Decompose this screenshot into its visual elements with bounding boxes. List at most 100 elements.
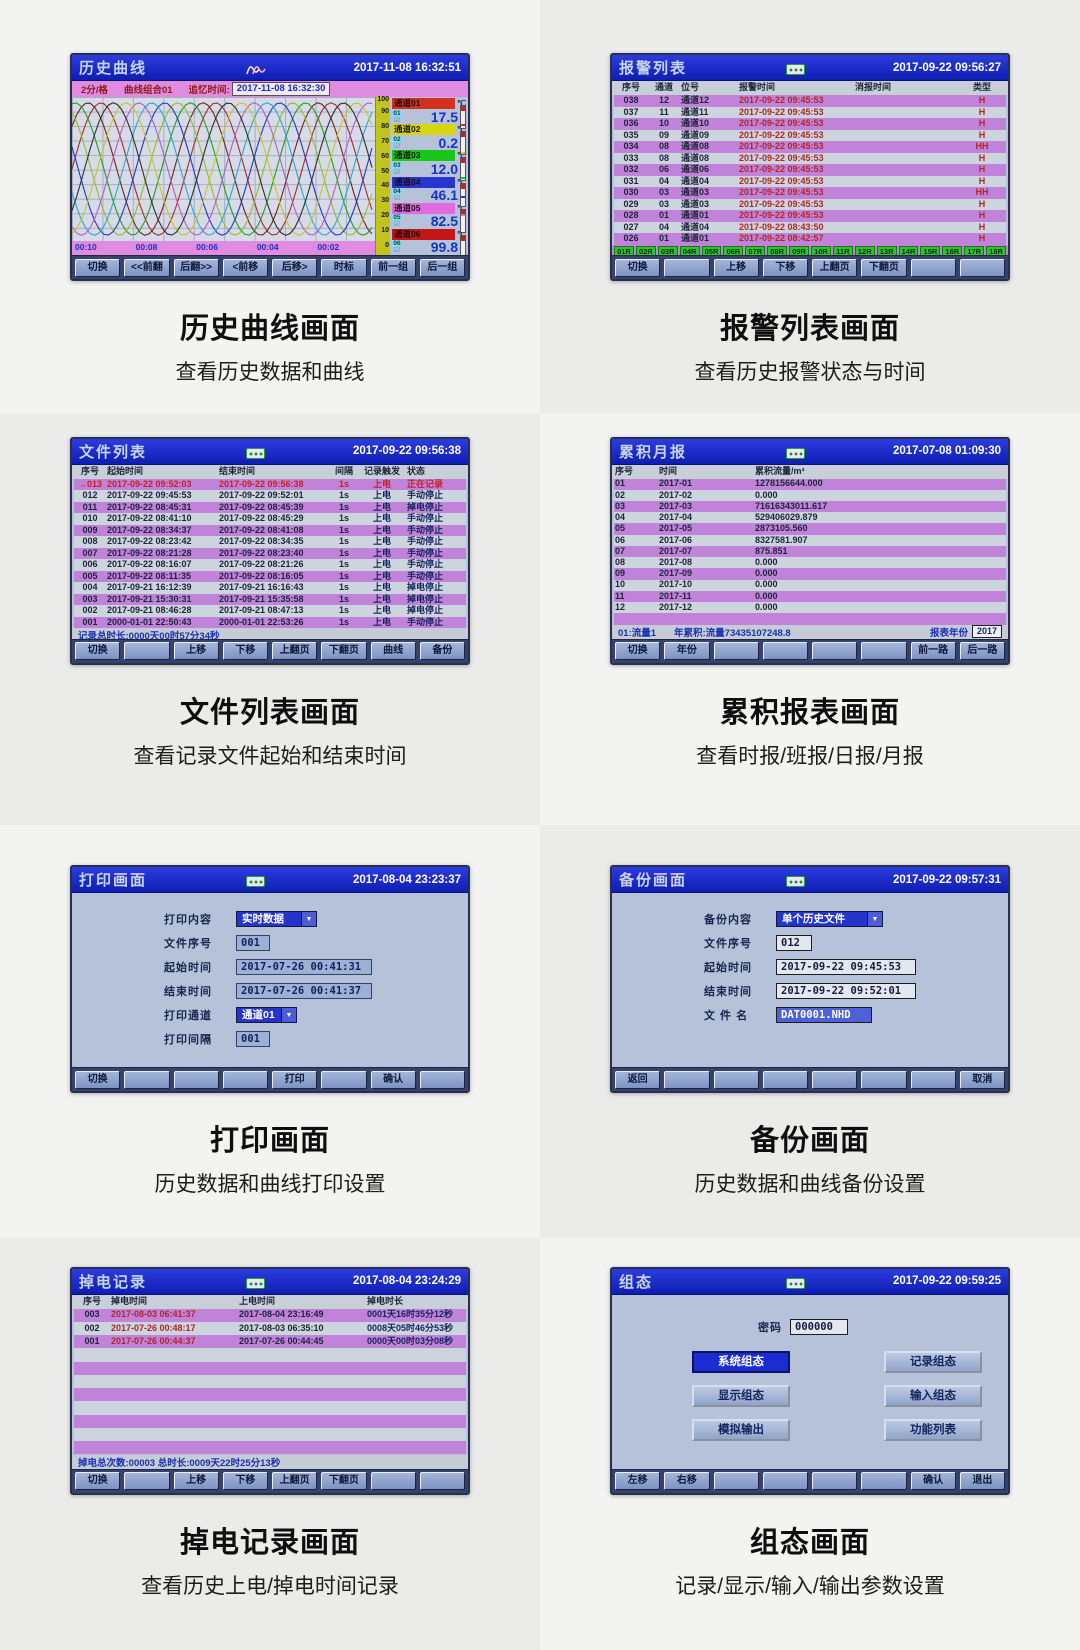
config-menu-button[interactable]: 功能列表 <box>884 1418 982 1441</box>
table-cell: 007 <box>82 547 98 558</box>
table-cell: 1s <box>338 513 349 524</box>
softkey-button[interactable]: 退出 <box>959 1472 1005 1490</box>
column-header: 间隔 <box>334 465 353 476</box>
table-cell: 2017-08-04 23:16:49 <box>239 1309 324 1320</box>
softkey-empty <box>861 1472 907 1490</box>
screen-titlebar: 报警列表 2017-09-22 09:56:27 <box>612 55 1008 81</box>
config-menu-button[interactable]: 模拟输出 <box>692 1418 790 1441</box>
softkey-button[interactable]: 下翻页 <box>321 642 367 660</box>
form-row: 打印间隔 001 <box>164 1030 468 1047</box>
softkey-button[interactable]: <前移 <box>222 258 268 277</box>
channel-readout: 通道04 ℃ 04 ☑ 46.1 <box>392 176 466 208</box>
field-input[interactable]: 001 <box>236 934 270 951</box>
softkey-button[interactable]: 返回 <box>615 1070 661 1089</box>
field-input[interactable]: 2017-07-26 00:41:37 <box>236 982 372 999</box>
checkbox-icon[interactable]: ☑ <box>393 116 401 124</box>
table-cell: 上电 <box>372 524 391 535</box>
softkey-button[interactable]: 年份 <box>664 642 710 660</box>
softkey-empty <box>664 1070 710 1089</box>
channel-id: 05 <box>392 214 402 222</box>
field-input[interactable]: 2017-07-26 00:41:31 <box>236 958 372 975</box>
softkey-button[interactable]: 下翻页 <box>321 1472 367 1490</box>
softkey-button[interactable]: 上移 <box>173 1472 219 1490</box>
softkey-button[interactable]: 上翻页 <box>272 642 318 660</box>
config-menu-button[interactable]: 系统组态 <box>692 1350 790 1373</box>
softkey-button[interactable]: 下移 <box>222 642 268 660</box>
y-tick-label: 40 <box>381 182 389 190</box>
checkbox-icon[interactable]: ☑ <box>393 247 401 255</box>
table-cell: H <box>978 95 986 105</box>
checkbox-icon[interactable]: ☑ <box>393 221 401 229</box>
column-header: 序号 <box>80 465 99 476</box>
softkey-button[interactable]: 下翻页 <box>861 258 907 277</box>
password-input[interactable]: 000000 <box>790 1318 848 1335</box>
softkey-button[interactable]: 左移 <box>615 1472 661 1490</box>
chevron-down-icon[interactable]: ▼ <box>302 910 317 927</box>
softkey-button[interactable]: 上移 <box>173 642 219 660</box>
config-menu-button[interactable]: 记录组态 <box>884 1350 982 1373</box>
recall-value[interactable]: 2017-11-08 16:32:30 <box>231 82 331 96</box>
screen-body: 序号 时间 累积流量/m³ 01 2017-01 1278156644.000 02 2017… <box>612 464 1008 639</box>
field-input[interactable]: 2017-09-22 09:52:01 <box>776 982 916 999</box>
table-row: 007 2017-09-22 08:21:28 2017-09-22 08:23:4… <box>74 547 466 560</box>
softkey-button[interactable]: 前一组 <box>370 258 416 277</box>
table-row: 12 2017-12 0.000 <box>614 602 1006 614</box>
checkbox-icon[interactable]: ☑ <box>393 195 401 203</box>
table-row <box>74 1414 466 1428</box>
softkey-button[interactable]: 下移 <box>222 1472 268 1490</box>
softkey-button[interactable]: 上移 <box>713 258 759 277</box>
softkey-button[interactable]: 后一组 <box>419 258 465 277</box>
dropdown[interactable]: 单个历史文件 ▼ <box>776 910 883 927</box>
softkey-button[interactable]: 确认 <box>370 1070 416 1089</box>
config-menu-button[interactable]: 输入组态 <box>884 1384 982 1407</box>
table-row: 09 2017-09 0.000 <box>614 568 1006 580</box>
dropdown[interactable]: 实时数据 ▼ <box>236 910 317 927</box>
caption-subtitle: 记录/显示/输入/输出参数设置 <box>675 1574 945 1598</box>
table-cell: 09 <box>615 568 626 579</box>
device-screen: 打印画面 2017-08-04 23:23:37 打印内容 实时数据 ▼ 文件序号 00… <box>70 865 470 1093</box>
softkey-button[interactable]: 切换 <box>75 258 121 277</box>
softkey-button[interactable]: 后翻>> <box>173 258 219 277</box>
checkbox-icon[interactable]: ☑ <box>393 142 401 150</box>
chevron-down-icon[interactable]: ▼ <box>868 910 883 927</box>
softkey-button[interactable]: 切换 <box>75 642 121 660</box>
softkey-button[interactable]: 打印 <box>272 1070 318 1089</box>
table-cell: 001 <box>84 1335 100 1346</box>
field-input[interactable]: 2017-09-22 09:45:53 <box>776 958 916 975</box>
field-input[interactable]: 001 <box>236 1030 270 1047</box>
channel-value: 46.1 <box>430 187 458 204</box>
softkey-button[interactable]: 上翻页 <box>812 258 858 277</box>
softkey-button[interactable]: 时标 <box>321 258 367 277</box>
table-cell: 2017-09 <box>659 568 693 579</box>
table-cell: 2017-09-21 08:46:28 <box>107 605 192 616</box>
checkbox-icon[interactable]: ☑ <box>393 168 401 176</box>
column-header: 记录触发 <box>363 465 400 476</box>
softkey-button[interactable]: 确认 <box>910 1472 956 1490</box>
softkey-button[interactable]: 上翻页 <box>272 1472 318 1490</box>
softkey-button[interactable]: 右移 <box>664 1472 710 1490</box>
report-year-value[interactable]: 2017 <box>971 625 1002 638</box>
table-cell: 2017-09-22 08:45:31 <box>107 501 192 512</box>
table-cell: 2017-03 <box>659 500 693 511</box>
status-badge-icon <box>786 874 806 892</box>
softkey-empty <box>713 1070 759 1089</box>
softkey-button[interactable]: 后一路 <box>959 642 1005 660</box>
softkey-button[interactable]: 后移> <box>272 258 318 277</box>
softkey-button[interactable]: 备份 <box>419 642 465 660</box>
softkey-button[interactable]: 切换 <box>75 1472 121 1490</box>
softkey-button[interactable]: 切换 <box>615 258 661 277</box>
softkey-button[interactable]: 前一路 <box>910 642 956 660</box>
softkey-button[interactable]: 曲线 <box>370 642 416 660</box>
softkey-button[interactable]: 切换 <box>75 1070 121 1089</box>
softkey-button[interactable]: 下移 <box>762 258 808 277</box>
field-input[interactable]: 012 <box>776 934 812 951</box>
softkey-button[interactable]: 取消 <box>959 1070 1005 1089</box>
config-menu-button[interactable]: 显示组态 <box>692 1384 790 1407</box>
dropdown[interactable]: 通道01 ▼ <box>236 1006 297 1023</box>
softkey-button[interactable]: 切换 <box>615 642 661 660</box>
table-cell: 529406029.879 <box>755 512 818 523</box>
chevron-down-icon[interactable]: ▼ <box>282 1006 297 1023</box>
channel-name-chip: 通道03 <box>392 150 456 162</box>
softkey-button[interactable]: <<前翻 <box>124 258 170 277</box>
field-input[interactable]: DAT0001.NHD <box>776 1006 872 1023</box>
